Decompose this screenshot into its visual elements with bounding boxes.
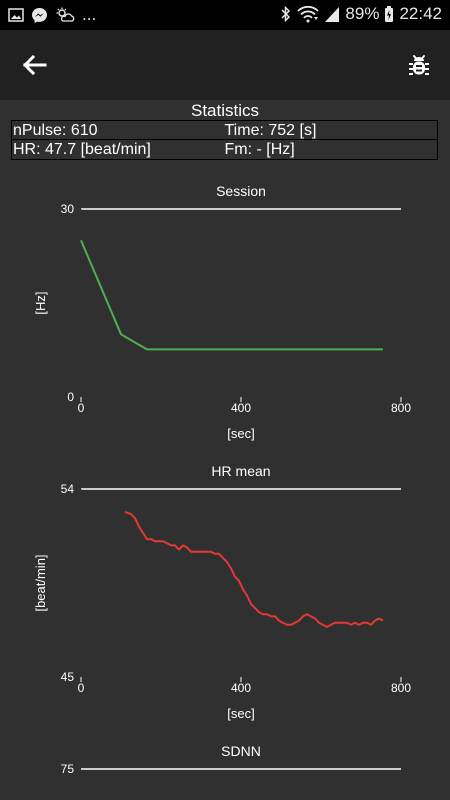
bluetooth-icon bbox=[281, 5, 291, 23]
y-axis-label: [Hz] bbox=[33, 291, 48, 314]
session-chart: Session 0 30 0 400 800 [sec] [Hz] bbox=[0, 178, 450, 448]
statistics-content: Statistics nPulse: 610 Time: 752 [s] HR:… bbox=[0, 100, 450, 800]
statistics-table: nPulse: 610 Time: 752 [s] HR: 47.7 [beat… bbox=[11, 120, 438, 160]
sdnn-chart: SDNN 75 bbox=[0, 738, 450, 800]
chart-title: HR mean bbox=[211, 463, 270, 479]
series-line bbox=[124, 511, 384, 628]
hr-mean-chart: HR mean 45 54 0 400 800 [sec] [beat/min] bbox=[0, 458, 450, 728]
app-bar bbox=[0, 30, 450, 100]
chart-title: SDNN bbox=[221, 743, 261, 759]
x-tick-label: 400 bbox=[231, 401, 251, 415]
time-value: Time: 752 [s] bbox=[224, 122, 317, 139]
statistics-title: Statistics bbox=[190, 101, 260, 120]
y-tick-label: 30 bbox=[61, 202, 75, 216]
image-icon bbox=[8, 8, 24, 22]
x-tick-label: 0 bbox=[78, 401, 85, 415]
fm-value: Fm: - [Hz] bbox=[224, 141, 295, 158]
x-tick-label: 800 bbox=[391, 681, 411, 695]
x-tick-label: 0 bbox=[78, 681, 85, 695]
x-axis-label: [sec] bbox=[227, 426, 254, 441]
y-axis-label: [beat/min] bbox=[33, 554, 48, 611]
messenger-icon bbox=[32, 7, 47, 23]
clock: 22:42 bbox=[399, 4, 442, 23]
y-tick-label: 54 bbox=[61, 482, 75, 496]
npulse-value: nPulse: 610 bbox=[13, 122, 98, 139]
y-tick-label: 75 bbox=[61, 762, 75, 776]
debug-button[interactable] bbox=[404, 50, 434, 80]
wifi-icon bbox=[297, 5, 320, 23]
y-tick-label: 45 bbox=[61, 670, 75, 684]
chart-title: Session bbox=[216, 183, 266, 199]
weather-icon bbox=[56, 7, 75, 22]
signal-icon bbox=[325, 7, 340, 22]
statistics-row: HR: 47.7 [beat/min] Fm: - [Hz] bbox=[12, 140, 437, 159]
status-bar: ... 89% 22:42 bbox=[0, 0, 450, 30]
x-tick-label: 800 bbox=[391, 401, 411, 415]
hr-value: HR: 47.7 [beat/min] bbox=[13, 141, 151, 158]
statistics-row: nPulse: 610 Time: 752 [s] bbox=[12, 121, 437, 140]
chart-canvas: Session 0 30 0 400 800 [sec] [Hz] bbox=[33, 183, 411, 441]
battery-icon bbox=[385, 6, 394, 22]
back-button[interactable] bbox=[18, 50, 50, 80]
x-tick-label: 400 bbox=[231, 681, 251, 695]
chart-canvas: HR mean 45 54 0 400 800 [sec] [beat/min] bbox=[33, 463, 411, 721]
arrow-back-icon bbox=[22, 54, 47, 76]
series-line bbox=[80, 239, 383, 351]
battery-percent: 89% bbox=[345, 4, 380, 23]
bug-icon bbox=[409, 55, 429, 75]
y-tick-label: 0 bbox=[67, 390, 74, 404]
chart-canvas: SDNN 75 bbox=[61, 743, 401, 776]
x-axis-label: [sec] bbox=[227, 706, 254, 721]
notification-overflow: ... bbox=[82, 5, 97, 24]
